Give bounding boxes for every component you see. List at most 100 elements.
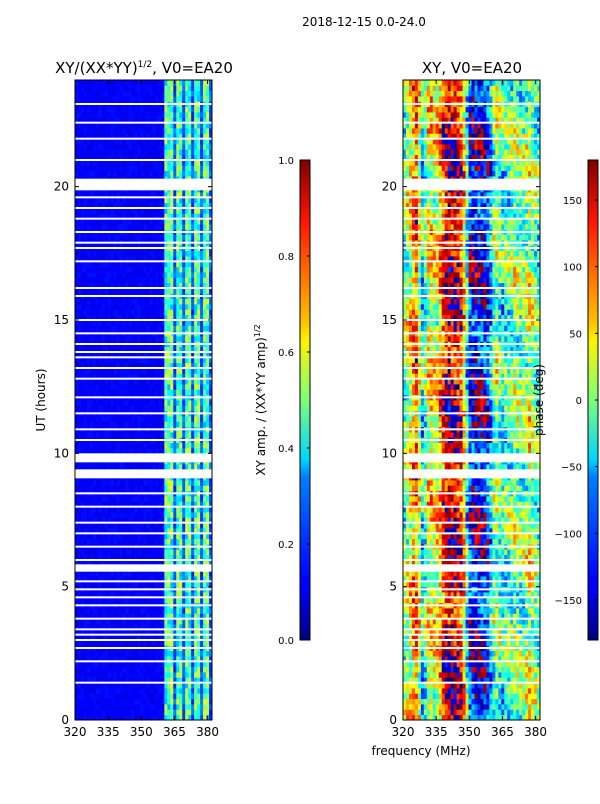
heatmap-cell: [116, 634, 121, 641]
heatmap-cell: [110, 485, 115, 492]
heatmap-cell: [194, 698, 198, 705]
heatmap-cell: [75, 682, 79, 689]
heatmap-cell: [161, 549, 165, 556]
heatmap-cell: [131, 522, 135, 529]
heatmap-cell: [203, 250, 207, 257]
heatmap-cell: [80, 421, 85, 428]
heatmap-cell: [104, 533, 109, 540]
heatmap-cell: [137, 325, 141, 332]
heatmap-cell: [146, 314, 150, 321]
heatmap-cell: [155, 213, 159, 220]
heatmap-cell: [122, 197, 127, 204]
heatmap-cell: [77, 538, 82, 545]
heatmap-cell: [191, 234, 195, 241]
heatmap-cell: [146, 250, 150, 257]
heatmap-cell: [197, 533, 201, 540]
heatmap-cell: [113, 234, 118, 241]
heatmap-cell: [170, 378, 174, 385]
heatmap-cell: [206, 224, 210, 230]
heatmap-cell: [140, 256, 144, 262]
heatmap-cell: [122, 677, 127, 684]
heatmap-cell: [134, 373, 138, 380]
heatmap-cell: [200, 400, 204, 406]
heatmap-cell: [209, 485, 212, 492]
heatmap-cell: [143, 501, 147, 508]
heatmap-cell: [149, 714, 153, 720]
heatmap-cell: [125, 570, 130, 577]
heatmap-cell: [119, 677, 124, 684]
heatmap-cell: [113, 533, 118, 540]
heatmap-cell: [164, 672, 168, 678]
heatmap-cell: [173, 650, 177, 657]
heatmap-cell: [146, 538, 150, 545]
heatmap-cell: [164, 448, 168, 454]
heatmap-cell: [182, 581, 186, 588]
heatmap-cell: [137, 613, 141, 620]
heatmap-cell: [119, 448, 124, 454]
heatmap-cell: [122, 320, 127, 326]
heatmap-cell: [80, 517, 85, 524]
heatmap-cell: [203, 416, 207, 422]
heatmap-cell: [170, 677, 174, 684]
heatmap-cell: [110, 672, 115, 678]
heatmap-cell: [203, 320, 207, 326]
heatmap-cell: [194, 650, 198, 657]
heatmap-cell: [203, 218, 207, 225]
heatmap-cell: [119, 485, 124, 492]
heatmap-cell: [113, 538, 118, 545]
heatmap-cell: [98, 149, 103, 156]
heatmap-cell: [200, 405, 204, 412]
heatmap-cell: [134, 192, 138, 198]
heatmap-cell: [143, 378, 147, 385]
heatmap-cell: [92, 357, 97, 364]
heatmap-cell: [137, 320, 141, 326]
heatmap-cell: [92, 165, 97, 172]
heatmap-cell: [146, 650, 150, 657]
heatmap-cell: [167, 640, 171, 646]
heatmap-cell: [170, 650, 174, 657]
heatmap-cell: [80, 672, 85, 678]
heatmap-cell: [107, 357, 112, 364]
heatmap-cell: [75, 661, 79, 668]
heatmap-cell: [113, 277, 118, 284]
heatmap-cell: [146, 592, 150, 598]
heatmap-cell: [194, 672, 198, 678]
heatmap-cell: [200, 149, 204, 156]
heatmap-cell: [131, 698, 135, 705]
heatmap-cell: [206, 538, 210, 545]
heatmap-cell: [173, 400, 177, 406]
heatmap-cell: [155, 666, 159, 673]
heatmap-cell: [95, 480, 100, 486]
heatmap-cell: [203, 154, 207, 161]
heatmap-cell: [101, 320, 106, 326]
heatmap-cell: [122, 298, 127, 305]
heatmap-cell: [125, 656, 130, 662]
heatmap-cell: [119, 368, 124, 374]
heatmap-cell: [164, 352, 168, 358]
heatmap-cell: [122, 613, 127, 620]
heatmap-cell: [83, 506, 88, 513]
heatmap-cell: [98, 656, 103, 662]
heatmap-cell: [158, 192, 162, 198]
heatmap-cell: [89, 576, 94, 582]
heatmap-cell: [128, 704, 132, 710]
heatmap-cell: [203, 613, 207, 620]
heatmap-cell: [170, 144, 174, 150]
heatmap-cell: [155, 629, 159, 636]
heatmap-cell: [128, 613, 132, 620]
heatmap-cell: [134, 368, 138, 374]
heatmap-cell: [92, 592, 97, 598]
heatmap-cell: [131, 149, 135, 156]
heatmap-cell: [146, 666, 150, 673]
heatmap-cell: [158, 202, 162, 209]
heatmap-cell: [101, 613, 106, 620]
heatmap-cell: [86, 570, 91, 577]
heatmap-cell: [134, 325, 138, 332]
heatmap-cell: [146, 352, 150, 358]
heatmap-cell: [197, 618, 201, 625]
heatmap-cell: [167, 522, 171, 529]
heatmap-cell: [164, 170, 168, 177]
heatmap-cell: [197, 197, 201, 204]
heatmap-cell: [125, 634, 130, 641]
heatmap-cell: [146, 362, 150, 369]
